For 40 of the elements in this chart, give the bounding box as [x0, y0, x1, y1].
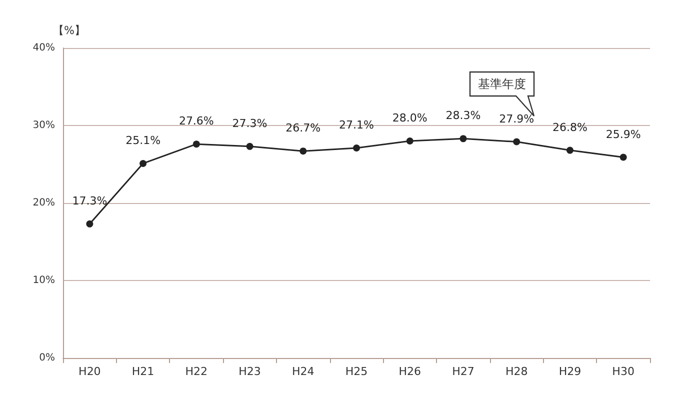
point	[192, 140, 200, 148]
point	[86, 220, 94, 228]
data-label: 25.1%	[126, 134, 161, 147]
y-tick-label: 30%	[32, 120, 55, 131]
data-label: 27.9%	[499, 112, 534, 126]
data-label: 27.1%	[339, 118, 374, 132]
data-label: 28.3%	[446, 109, 481, 122]
point	[406, 138, 414, 144]
point	[353, 144, 360, 152]
data-label: 17.3%	[72, 194, 108, 208]
point	[246, 142, 254, 150]
point	[140, 160, 147, 167]
x-tick-label: H30	[612, 365, 634, 378]
y-tick-label: 20%	[32, 198, 55, 208]
data-label: 28.0%	[392, 112, 428, 124]
x-tick-label: H26	[398, 365, 422, 378]
x-tick-label: H29	[558, 365, 582, 378]
x-tick-label: H28	[505, 365, 528, 378]
y-tick-label: 0%	[39, 352, 55, 364]
y-axis-title: 【%】	[53, 24, 86, 37]
x-tick-label: H27	[452, 365, 474, 378]
x-tick-label: H25	[345, 365, 368, 378]
x-tick-label: H24	[292, 365, 314, 378]
point	[566, 146, 574, 154]
point	[620, 154, 627, 161]
data-label: 25.9%	[606, 128, 641, 141]
data-label: 27.3%	[232, 116, 268, 130]
x-tick-label: H23	[238, 365, 261, 378]
point	[513, 138, 520, 146]
x-tick-label: H21	[132, 365, 154, 378]
x-tick-label: H22	[185, 365, 208, 378]
data-label: 27.6%	[178, 114, 214, 128]
x-tick-label: H20	[78, 365, 101, 378]
point	[300, 148, 307, 155]
y-tick-label: 10%	[32, 275, 55, 286]
data-label: 26.8%	[552, 120, 588, 134]
annotation: 基準年度	[478, 77, 526, 91]
data-label: 26.7%	[286, 122, 321, 135]
y-tick-label: 40%	[32, 42, 55, 54]
point	[460, 135, 467, 142]
